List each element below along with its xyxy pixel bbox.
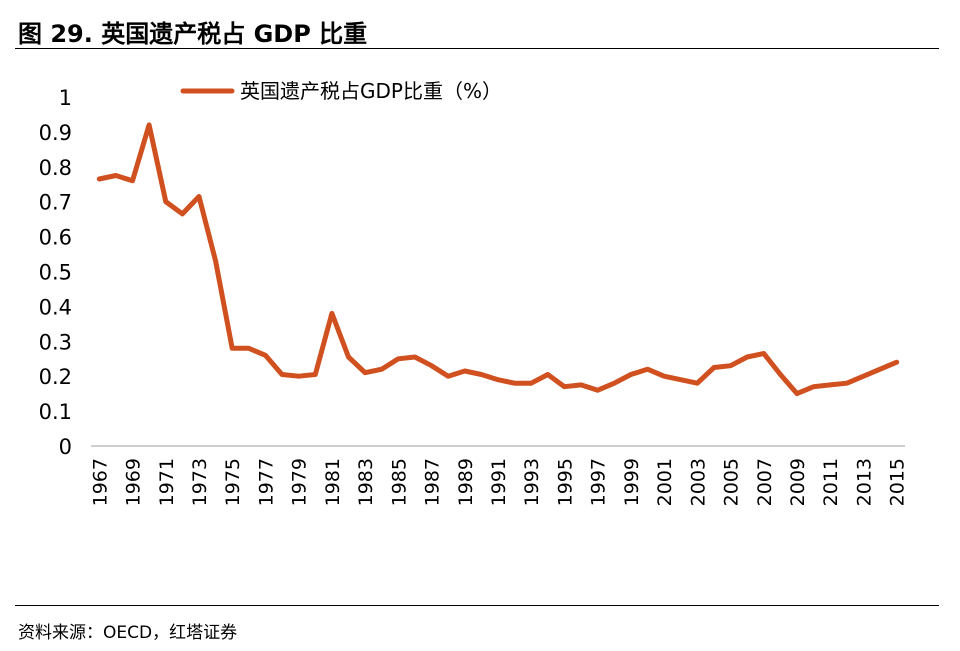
data-point xyxy=(861,374,866,379)
figure-title: 图 29. 英国遗产税占 GDP 比重 xyxy=(18,20,368,48)
data-point xyxy=(346,355,351,360)
y-tick-label: 0.2 xyxy=(39,365,72,389)
data-point xyxy=(728,363,733,368)
x-tick-label: 1983 xyxy=(355,458,377,506)
data-point xyxy=(894,360,899,365)
x-tick-label: 2003 xyxy=(687,458,709,506)
data-point xyxy=(130,178,135,183)
data-point xyxy=(778,372,783,377)
x-tick-label: 1969 xyxy=(123,458,145,506)
data-point xyxy=(695,381,700,386)
x-tick-label: 2015 xyxy=(887,458,909,506)
data-point xyxy=(595,388,600,393)
y-tick-label: 1 xyxy=(59,86,72,110)
x-tick-label: 1995 xyxy=(554,458,576,506)
data-point xyxy=(97,177,102,182)
data-point xyxy=(363,370,368,375)
x-tick-label: 1967 xyxy=(89,458,111,506)
data-point xyxy=(579,382,584,387)
x-tick-label: 1989 xyxy=(455,458,477,506)
legend-label: 英国遗产税占GDP比重（%） xyxy=(240,79,502,103)
x-tick-label: 1993 xyxy=(521,458,543,506)
data-point xyxy=(163,199,168,204)
x-tick-label: 1971 xyxy=(156,458,178,506)
y-tick-label: 0.3 xyxy=(39,330,72,354)
x-tick-label: 2001 xyxy=(654,458,676,506)
data-point xyxy=(147,122,152,127)
data-point xyxy=(745,355,750,360)
y-tick-label: 0.1 xyxy=(39,400,72,424)
series-layer xyxy=(96,122,900,397)
data-point xyxy=(280,372,285,377)
title-divider xyxy=(15,48,939,49)
data-point xyxy=(628,372,633,377)
x-tick-label: 2005 xyxy=(721,458,743,506)
x-tick-label: 1975 xyxy=(222,458,244,506)
data-point xyxy=(462,369,467,374)
y-tick-label: 0.9 xyxy=(39,121,72,145)
line-chart: 英国遗产税占GDP比重（%） 0 0.1 0.2 0.3 0.4 0.5 0.6 0.7 0.8… xyxy=(39,79,909,506)
data-point xyxy=(379,367,384,372)
data-point xyxy=(479,372,484,377)
series-line xyxy=(96,122,900,397)
source-divider xyxy=(15,605,939,606)
y-tick-label: 0 xyxy=(59,435,72,459)
data-point xyxy=(496,377,501,382)
x-tick-label: 1973 xyxy=(189,458,211,506)
x-tick-label: 1991 xyxy=(488,458,510,506)
chart-legend: 英国遗产税占GDP比重（%） xyxy=(180,79,502,103)
data-point xyxy=(529,381,534,386)
x-tick-label: 2011 xyxy=(820,458,842,506)
data-point xyxy=(678,377,683,382)
data-point xyxy=(562,384,567,389)
data-point xyxy=(246,346,251,351)
data-point xyxy=(113,173,118,178)
y-tick-label: 0.6 xyxy=(39,226,72,250)
data-point xyxy=(213,259,218,264)
x-tick-label: 1979 xyxy=(289,458,311,506)
x-axis-ticks: 1967 1969 1971 1973 1975 1977 1979 1981 1983 1985… xyxy=(89,458,908,506)
x-tick-label: 2007 xyxy=(754,458,776,506)
x-tick-label: 1999 xyxy=(621,458,643,506)
x-tick-label: 1997 xyxy=(588,458,610,506)
data-point xyxy=(662,374,667,379)
x-tick-label: 2013 xyxy=(853,458,875,506)
y-tick-label: 0.4 xyxy=(39,295,72,319)
data-point xyxy=(230,346,235,351)
data-point xyxy=(811,384,816,389)
data-point xyxy=(795,391,800,396)
data-point xyxy=(263,353,268,358)
data-point xyxy=(329,311,334,316)
x-tick-label: 2009 xyxy=(787,458,809,506)
data-point xyxy=(512,381,517,386)
data-point xyxy=(429,363,434,368)
y-axis-ticks: 0 0.1 0.2 0.3 0.4 0.5 0.6 0.7 0.8 0.9 1 xyxy=(39,86,72,459)
data-point xyxy=(296,374,301,379)
y-tick-label: 0.7 xyxy=(39,191,72,215)
data-point xyxy=(712,365,717,370)
data-point xyxy=(313,372,318,377)
x-tick-label: 1987 xyxy=(422,458,444,506)
data-point xyxy=(197,194,202,199)
data-point xyxy=(545,372,550,377)
data-point xyxy=(612,381,617,386)
y-tick-label: 0.8 xyxy=(39,156,72,180)
data-point xyxy=(412,355,417,360)
data-point xyxy=(396,356,401,361)
data-point xyxy=(180,211,185,216)
data-point xyxy=(878,367,883,372)
x-tick-label: 1985 xyxy=(388,458,410,506)
y-tick-label: 0.5 xyxy=(39,261,72,285)
source-note: 资料来源：OECD，红塔证券 xyxy=(18,623,238,643)
x-tick-label: 1981 xyxy=(322,458,344,506)
data-point xyxy=(645,367,650,372)
data-point xyxy=(828,382,833,387)
data-point xyxy=(844,381,849,386)
x-tick-label: 1977 xyxy=(255,458,277,506)
data-point xyxy=(761,351,766,356)
data-point xyxy=(446,374,451,379)
